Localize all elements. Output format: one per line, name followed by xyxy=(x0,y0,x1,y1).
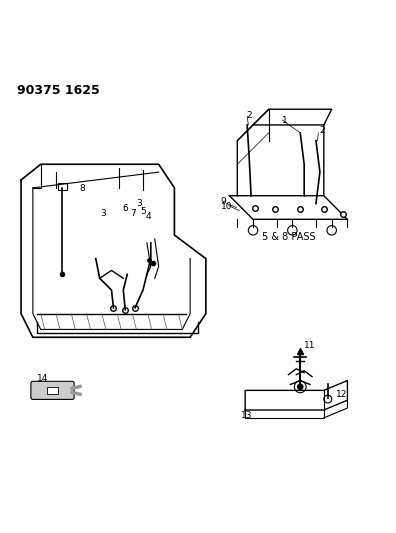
Text: 10: 10 xyxy=(221,202,232,211)
Text: 1: 1 xyxy=(282,116,287,125)
Text: 4: 4 xyxy=(146,212,152,221)
FancyBboxPatch shape xyxy=(58,183,67,190)
Text: 5: 5 xyxy=(140,207,146,216)
Circle shape xyxy=(297,384,303,390)
Text: 3: 3 xyxy=(136,199,142,208)
FancyBboxPatch shape xyxy=(31,381,74,399)
Text: 2: 2 xyxy=(246,111,252,119)
Text: 12: 12 xyxy=(336,390,347,399)
Text: 3: 3 xyxy=(101,209,107,218)
Text: 7: 7 xyxy=(130,209,136,218)
Text: 14: 14 xyxy=(37,374,48,383)
Text: 6: 6 xyxy=(122,204,128,213)
FancyBboxPatch shape xyxy=(47,387,58,393)
Text: 2: 2 xyxy=(319,126,325,135)
Text: 90375 1625: 90375 1625 xyxy=(17,84,100,96)
Text: 11: 11 xyxy=(304,341,316,350)
Text: 5 & 8 PASS: 5 & 8 PASS xyxy=(262,232,315,242)
Text: 13: 13 xyxy=(242,411,253,421)
Text: 9: 9 xyxy=(221,197,227,206)
Text: 8: 8 xyxy=(79,184,85,193)
